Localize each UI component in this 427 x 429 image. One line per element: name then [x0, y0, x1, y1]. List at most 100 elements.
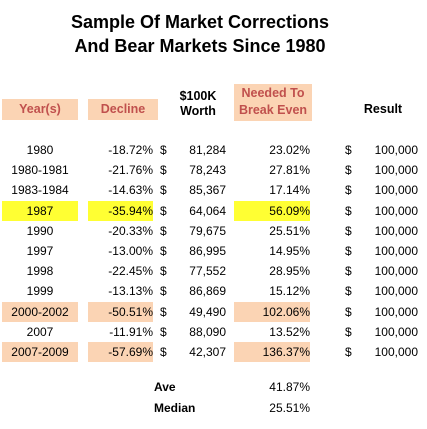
- currency-symbol: $: [160, 244, 167, 258]
- cell-result: 100,000: [374, 345, 418, 359]
- cell-worth: 64,064: [189, 203, 226, 218]
- cell-needed: 13.52%: [269, 324, 310, 339]
- cell-decline: -13.00%: [108, 244, 153, 258]
- table-row: 1998 -22.45% $77,552 28.95% $100,000: [0, 261, 427, 281]
- cell-years: 1998: [26, 264, 54, 279]
- table-row: 1990 -20.33% $79,675 25.51% $100,000: [0, 221, 427, 241]
- cell-worth: 42,307: [189, 345, 226, 359]
- table-row: 2007 -11.91% $88,090 13.52% $100,000: [0, 322, 427, 342]
- header-result: Result: [363, 102, 403, 116]
- cell-result: 100,000: [374, 304, 418, 319]
- currency-symbol: $: [160, 163, 167, 178]
- header-worth-line2: Worth: [180, 104, 216, 118]
- cell-needed: 17.14%: [269, 183, 310, 198]
- currency-symbol: $: [345, 143, 352, 157]
- ave-value: 41.87%: [269, 380, 310, 394]
- table-row: 1997 -13.00% $86,995 14.95% $100,000: [0, 241, 427, 261]
- table-row: 1980-1981 -21.76% $78,243 27.81% $100,000: [0, 160, 427, 180]
- cell-result: 100,000: [374, 223, 418, 238]
- cell-worth: 78,243: [189, 163, 226, 178]
- cell-years: 1980-1981: [11, 163, 69, 178]
- currency-symbol: $: [345, 223, 352, 238]
- header-worth: $100K Worth: [170, 89, 226, 119]
- cell-decline: -22.45%: [108, 264, 153, 279]
- title-line-2: And Bear Markets Since 1980: [74, 36, 326, 56]
- currency-symbol: $: [345, 244, 352, 258]
- currency-symbol: $: [345, 203, 352, 218]
- cell-needed: 27.81%: [269, 163, 310, 178]
- cell-needed: 23.02%: [269, 143, 310, 157]
- cell-result: 100,000: [374, 324, 418, 339]
- cell-worth: 88,090: [189, 324, 226, 339]
- table-row: 1999 -13.13% $86,869 15.12% $100,000: [0, 281, 427, 301]
- cell-decline: -13.13%: [108, 284, 153, 299]
- table-row: 1983-1984 -14.63% $85,367 17.14% $100,000: [0, 180, 427, 200]
- cell-needed: 136.37%: [234, 342, 310, 362]
- cell-result: 100,000: [374, 203, 418, 218]
- cell-worth: 85,367: [189, 183, 226, 198]
- header-worth-line1: $100K: [179, 89, 217, 103]
- currency-symbol: $: [345, 163, 352, 178]
- ave-label: Ave: [154, 380, 176, 394]
- cell-years: 1983-1984: [11, 183, 69, 198]
- cell-worth: 81,284: [189, 143, 226, 157]
- cell-result: 100,000: [374, 163, 418, 178]
- table-row: 1987 -35.94% $64,064 56.09% $100,000: [0, 200, 427, 221]
- title-line-1: Sample Of Market Corrections: [70, 12, 330, 32]
- header-needed-line1: Needed To: [241, 86, 305, 100]
- median-value: 25.51%: [269, 401, 310, 415]
- cell-needed: 15.12%: [269, 284, 310, 299]
- table-row: 2007-2009 -57.69% $42,307 136.37% $100,000: [0, 342, 427, 362]
- cell-decline: -57.69%: [88, 342, 153, 362]
- cell-years: 2007: [26, 324, 54, 339]
- currency-symbol: $: [160, 183, 167, 198]
- cell-needed: 28.95%: [269, 264, 310, 279]
- cell-worth: 77,552: [189, 264, 226, 279]
- currency-symbol: $: [160, 203, 167, 218]
- currency-symbol: $: [345, 345, 352, 359]
- table-row: 1980 -18.72% $81,284 23.02% $100,000: [0, 140, 427, 160]
- cell-result: 100,000: [374, 244, 418, 258]
- currency-symbol: $: [345, 183, 352, 198]
- cell-years: 1980: [26, 143, 54, 157]
- cell-years: 1990: [26, 223, 54, 238]
- median-label: Median: [154, 401, 196, 415]
- cell-worth: 79,675: [189, 223, 226, 238]
- cell-worth: 49,490: [189, 304, 226, 319]
- cell-result: 100,000: [374, 143, 418, 157]
- cell-needed: 102.06%: [234, 301, 310, 322]
- currency-symbol: $: [345, 284, 352, 299]
- cell-years: 1987: [2, 200, 78, 221]
- page-title: Sample Of Market Corrections And Bear Ma…: [0, 10, 400, 58]
- cell-decline: -20.33%: [108, 223, 153, 238]
- currency-symbol: $: [160, 284, 167, 299]
- cell-decline: -11.91%: [109, 324, 153, 339]
- cell-decline: -18.72%: [108, 143, 153, 157]
- header-decline: Decline: [88, 99, 158, 120]
- currency-symbol: $: [160, 304, 167, 319]
- cell-needed: 25.51%: [269, 223, 310, 238]
- cell-decline: -35.94%: [88, 200, 153, 221]
- cell-years: 2007-2009: [2, 342, 78, 362]
- cell-decline: -14.63%: [108, 183, 153, 198]
- header-needed: Needed To Break Even: [234, 84, 312, 121]
- cell-result: 100,000: [374, 183, 418, 198]
- cell-years: 2000-2002: [2, 301, 78, 322]
- currency-symbol: $: [345, 324, 352, 339]
- currency-symbol: $: [160, 324, 167, 339]
- currency-symbol: $: [160, 345, 167, 359]
- cell-needed: 14.95%: [269, 244, 310, 258]
- cell-decline: -21.76%: [108, 163, 153, 178]
- currency-symbol: $: [345, 264, 352, 279]
- cell-worth: 86,995: [189, 244, 226, 258]
- cell-years: 1997: [26, 244, 54, 258]
- cell-result: 100,000: [374, 284, 418, 299]
- cell-decline: -50.51%: [88, 301, 153, 322]
- cell-needed: 56.09%: [234, 200, 310, 221]
- currency-symbol: $: [160, 223, 167, 238]
- currency-symbol: $: [160, 264, 167, 279]
- header-years: Year(s): [2, 99, 78, 120]
- cell-worth: 86,869: [189, 284, 226, 299]
- currency-symbol: $: [345, 304, 352, 319]
- header-needed-line2: Break Even: [238, 103, 308, 117]
